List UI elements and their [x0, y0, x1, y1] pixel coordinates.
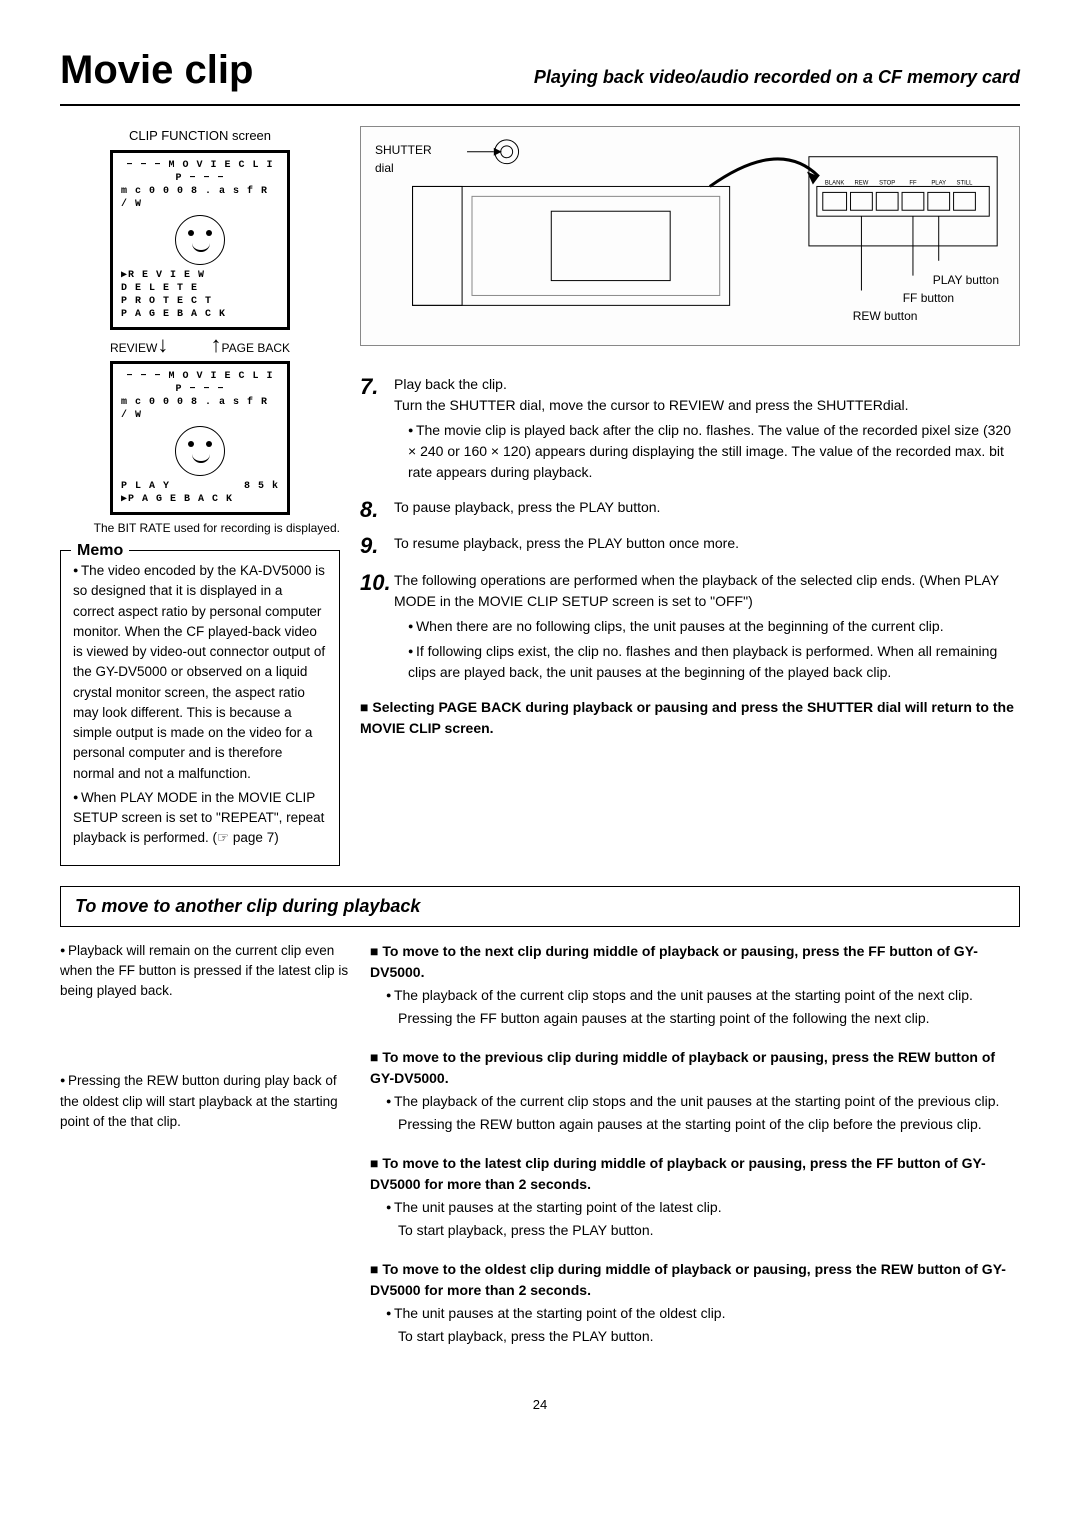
- step-10-text: The following operations are performed w…: [394, 572, 999, 609]
- action-4-sub-2: To start playback, press the PLAY button…: [398, 1326, 1020, 1347]
- step-9-text: To resume playback, press the PLAY butto…: [394, 533, 1020, 559]
- screen1-fileline: m c 0 0 0 8 . a s f R / W: [121, 185, 279, 211]
- action-1-head: To move to the next clip during middle o…: [370, 941, 1020, 983]
- step-10-num: 10.: [360, 570, 394, 687]
- step-10-bullet-1: When there are no following clips, the u…: [408, 616, 1020, 637]
- step-7-num: 7.: [360, 374, 394, 487]
- step-8-num: 8.: [360, 497, 394, 523]
- steps-list: 7. Play back the clip. Turn the SHUTTER …: [360, 374, 1020, 739]
- arrow-labels: REVIEW↓ ↑PAGE BACK: [110, 334, 290, 357]
- camera-illustration: SHUTTER dial: [360, 126, 1020, 346]
- face-icon: [175, 215, 225, 265]
- svg-text:REW: REW: [854, 180, 868, 186]
- action-1-sub-2: Pressing the FF button again pauses at t…: [398, 1008, 1020, 1029]
- section2-body: Playback will remain on the current clip…: [60, 941, 1020, 1365]
- shutter-label-2: dial: [375, 161, 394, 175]
- left-column: CLIP FUNCTION screen − − − M O V I E C L…: [60, 126, 340, 866]
- section2-heading: To move to another clip during playback: [60, 886, 1020, 927]
- screen2-bitrate: 8 5 k: [244, 480, 279, 493]
- note-block: Selecting PAGE BACK during playback or p…: [360, 697, 1020, 739]
- memo-item-1: The video encoded by the KA-DV5000 is so…: [73, 561, 327, 784]
- action-2-head: To move to the previous clip during midd…: [370, 1047, 1020, 1089]
- step-7-bullet-1: The movie clip is played back after the …: [408, 420, 1020, 483]
- screen1-menu-delete: D E L E T E: [121, 282, 279, 295]
- screen1-topline: − − − M O V I E C L I P − − −: [121, 159, 279, 185]
- shutter-label-1: SHUTTER: [375, 143, 432, 157]
- step-7-title: Play back the clip.: [394, 374, 1020, 395]
- memo-box: Memo The video encoded by the KA-DV5000 …: [60, 550, 340, 866]
- action-3-sub-1: The unit pauses at the starting point of…: [386, 1197, 1020, 1218]
- page-number: 24: [60, 1395, 1020, 1415]
- screen2-topline: − − − M O V I E C L I P − − −: [121, 370, 279, 396]
- screen2-fileline: m c 0 0 0 8 . a s f R / W: [121, 396, 279, 422]
- action-3-sub-2: To start playback, press the PLAY button…: [398, 1220, 1020, 1241]
- screen2-pageback: ▶P A G E B A C K: [121, 493, 279, 506]
- action-2-sub-1: The playback of the current clip stops a…: [386, 1091, 1020, 1112]
- action-1-sub-1: The playback of the current clip stops a…: [386, 985, 1020, 1006]
- panel-label-blank: BLANK: [825, 180, 845, 186]
- bitrate-note: The BIT RATE used for recording is displ…: [60, 521, 340, 537]
- step-7-line1: Turn the SHUTTER dial, move the cursor t…: [394, 395, 1020, 416]
- rew-button-label: REW button: [853, 307, 999, 325]
- memo-item-2: When PLAY MODE in the MOVIE CLIP SETUP s…: [73, 788, 327, 849]
- svg-text:STOP: STOP: [879, 180, 895, 186]
- arrow-up-icon: ↑: [211, 332, 222, 357]
- action-4-sub-1: The unit pauses at the starting point of…: [386, 1303, 1020, 1324]
- svg-text:STILL: STILL: [957, 180, 974, 186]
- review-label: REVIEW: [110, 341, 157, 355]
- action-4-head: To move to the oldest clip during middle…: [370, 1259, 1020, 1301]
- page-header: Movie clip Playing back video/audio reco…: [60, 40, 1020, 106]
- s2-left-bullet-2: Pressing the REW button during play back…: [60, 1071, 350, 1132]
- action-2-sub-2: Pressing the REW button again pauses at …: [398, 1114, 1020, 1135]
- step-10-bullet-2: If following clips exist, the clip no. f…: [408, 641, 1020, 683]
- memo-title: Memo: [71, 539, 129, 563]
- step-8-text: To pause playback, press the PLAY button…: [394, 497, 1020, 523]
- arrow-down-icon: ↓: [157, 332, 168, 357]
- ff-button-label: FF button: [903, 289, 999, 307]
- action-3-head: To move to the latest clip during middle…: [370, 1153, 1020, 1195]
- screen2-play: P L A Y: [121, 480, 170, 493]
- screen1-menu-protect: P R O T E C T: [121, 295, 279, 308]
- main-title: Movie clip: [60, 40, 253, 100]
- clip-screen-caption: CLIP FUNCTION screen: [60, 126, 340, 146]
- screen1-menu-review: ▶R E V I E W: [121, 269, 279, 282]
- svg-text:PLAY: PLAY: [931, 180, 946, 186]
- clip-screen-2: − − − M O V I E C L I P − − − m c 0 0 0 …: [110, 361, 290, 515]
- svg-text:FF: FF: [909, 180, 917, 186]
- screen1-menu-pageback: P A G E B A C K: [121, 308, 279, 321]
- step-9-num: 9.: [360, 533, 394, 559]
- pageback-label: PAGE BACK: [222, 341, 290, 355]
- subtitle: Playing back video/audio recorded on a C…: [534, 64, 1020, 91]
- clip-screen-1: − − − M O V I E C L I P − − − m c 0 0 0 …: [110, 150, 290, 330]
- right-column: SHUTTER dial: [360, 126, 1020, 866]
- play-button-label: PLAY button: [933, 271, 999, 289]
- face-icon: [175, 426, 225, 476]
- s2-left-bullet-1: Playback will remain on the current clip…: [60, 941, 350, 1002]
